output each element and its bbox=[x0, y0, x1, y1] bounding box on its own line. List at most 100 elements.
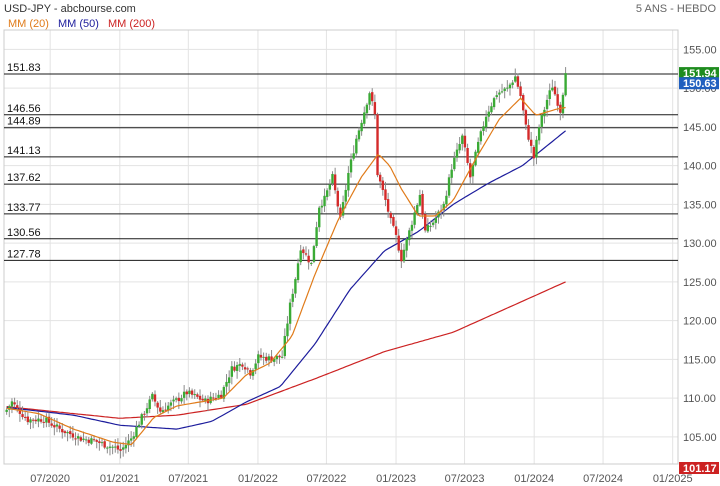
candle-up bbox=[413, 212, 416, 225]
chart-title: USD-JPY - abcbourse.com bbox=[4, 3, 136, 15]
candle-up bbox=[217, 394, 220, 398]
candle-up bbox=[564, 73, 567, 96]
candle-down bbox=[16, 405, 19, 408]
candle-up bbox=[280, 356, 284, 358]
candle-up bbox=[84, 439, 88, 441]
ma50-line-layer bbox=[6, 130, 566, 430]
candle-down bbox=[522, 95, 525, 111]
candle-up bbox=[106, 447, 109, 449]
candle-down bbox=[13, 402, 16, 405]
chart-period: 5 ANS - HEBDO bbox=[636, 3, 717, 15]
candle-up bbox=[283, 335, 287, 357]
candle-up bbox=[453, 157, 456, 170]
candle-up bbox=[174, 398, 178, 400]
candle-up bbox=[431, 222, 435, 225]
candle-down bbox=[233, 366, 236, 371]
candle-up bbox=[410, 224, 414, 231]
candle-up bbox=[148, 399, 151, 410]
candle-up bbox=[363, 112, 366, 124]
candle-down bbox=[220, 394, 223, 398]
candle-up bbox=[180, 398, 183, 402]
ma50-line bbox=[6, 130, 566, 430]
candle-down bbox=[519, 86, 522, 97]
candle-up bbox=[66, 432, 69, 434]
candle-up bbox=[55, 424, 59, 427]
candle-up bbox=[273, 358, 276, 362]
candle-down bbox=[198, 395, 202, 400]
candle-down bbox=[95, 440, 98, 442]
candle-down bbox=[92, 439, 96, 441]
candle-up bbox=[506, 87, 509, 89]
last-price-badge-bg bbox=[679, 67, 719, 80]
legend-ma50: MM (50) bbox=[58, 18, 99, 30]
candle-down bbox=[373, 102, 377, 115]
candle-up bbox=[551, 87, 554, 91]
candle-down bbox=[389, 212, 392, 219]
candle-down bbox=[466, 147, 469, 163]
candle-up bbox=[122, 447, 125, 450]
candle-up bbox=[492, 98, 496, 108]
candle-down bbox=[47, 416, 51, 423]
candle-down bbox=[376, 114, 379, 176]
candle-down bbox=[31, 419, 35, 421]
candle-up bbox=[286, 323, 289, 337]
candle-up bbox=[188, 390, 191, 395]
x-tick-label: 01/2021 bbox=[100, 473, 140, 485]
candle-up bbox=[487, 111, 490, 117]
candle-up bbox=[29, 419, 32, 423]
candle-up bbox=[323, 195, 326, 207]
x-axis-ticks: 07/2020 01/2021 07/2021 01/2022 07/2022 01/20… bbox=[30, 473, 692, 485]
candle-down bbox=[185, 391, 188, 395]
x-tick-label: 07/2021 bbox=[168, 473, 208, 485]
y-axis-ticks: 105.00 110.00 115.00 120.00 125.00 130.00 135.… bbox=[683, 44, 717, 444]
candle-up bbox=[418, 195, 422, 206]
candles-layer bbox=[5, 67, 567, 459]
candle-up bbox=[476, 141, 480, 153]
candle-down bbox=[556, 94, 559, 106]
candle-up bbox=[193, 394, 196, 396]
candle-down bbox=[201, 398, 204, 401]
candle-down bbox=[529, 139, 533, 146]
candle-up bbox=[257, 354, 260, 364]
ma20-line bbox=[6, 97, 566, 446]
candle-down bbox=[34, 419, 37, 422]
candle-down bbox=[527, 125, 530, 140]
ma200-line bbox=[6, 281, 566, 419]
candle-up bbox=[238, 363, 241, 366]
candle-down bbox=[302, 249, 305, 254]
candle-up bbox=[447, 177, 451, 196]
candle-up bbox=[5, 409, 8, 412]
candle-up bbox=[82, 438, 85, 440]
candle-down bbox=[71, 433, 75, 438]
candle-down bbox=[23, 416, 27, 418]
y-tick-label: 130.00 bbox=[683, 238, 717, 250]
candle-up bbox=[161, 410, 165, 413]
x-tick-label: 07/2020 bbox=[30, 473, 70, 485]
candle-down bbox=[532, 146, 536, 159]
candle-up bbox=[137, 424, 141, 427]
candle-down bbox=[378, 174, 382, 182]
candle-up bbox=[251, 370, 255, 376]
candle-up bbox=[437, 211, 440, 218]
candle-up bbox=[450, 169, 453, 178]
legend-ma200: MM (200) bbox=[108, 18, 155, 30]
candle-up bbox=[90, 438, 93, 444]
ma200-badge-label: 101.17 bbox=[683, 463, 717, 475]
candle-down bbox=[381, 180, 385, 190]
candle-down bbox=[243, 367, 247, 370]
candle-down bbox=[190, 390, 194, 395]
candle-up bbox=[135, 426, 138, 438]
candle-down bbox=[164, 409, 167, 411]
candle-down bbox=[63, 431, 67, 434]
candle-up bbox=[100, 442, 104, 444]
level-label: 144.89 bbox=[7, 116, 41, 128]
x-tick-label: 01/2022 bbox=[238, 473, 278, 485]
candle-down bbox=[53, 425, 56, 428]
candle-up bbox=[328, 184, 332, 190]
candle-up bbox=[442, 203, 445, 210]
grid-layer bbox=[4, 30, 678, 464]
candle-down bbox=[397, 235, 400, 251]
candle-up bbox=[325, 190, 329, 197]
candle-up bbox=[320, 205, 324, 208]
